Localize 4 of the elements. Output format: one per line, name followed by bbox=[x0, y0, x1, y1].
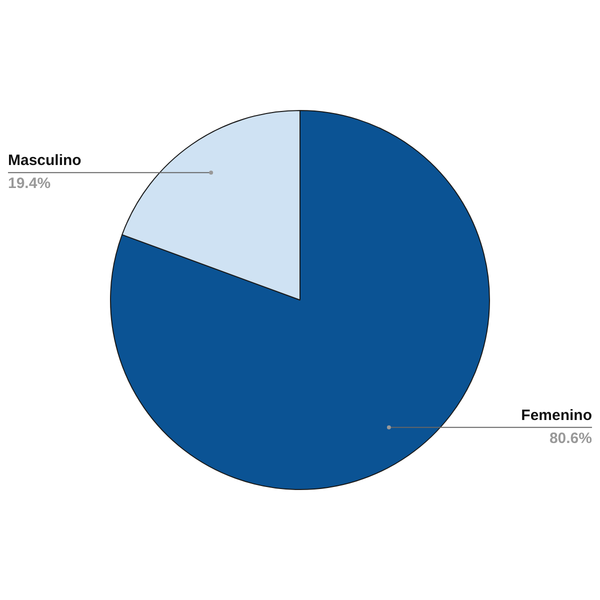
data-label: 80.6% bbox=[549, 430, 592, 448]
slice-label: Femenino bbox=[521, 407, 592, 424]
slice-label: Masculino bbox=[8, 152, 82, 170]
data-label: 19.4% bbox=[8, 175, 51, 192]
